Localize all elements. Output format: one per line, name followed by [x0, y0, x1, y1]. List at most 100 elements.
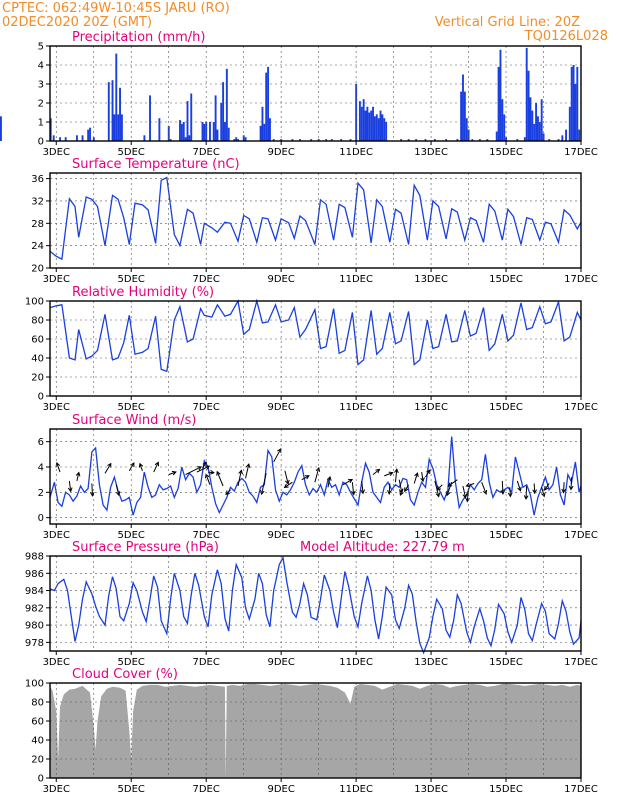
wind-arrow — [202, 462, 207, 469]
temperature-title: Surface Temperature (nC) — [72, 157, 240, 172]
precip-ytick-label: 0 — [38, 137, 44, 148]
cloud-ytick-label: 100 — [25, 679, 44, 690]
wind-arrow — [533, 483, 536, 494]
wind-arrow-head — [315, 466, 321, 472]
precip-bar — [370, 110, 373, 141]
precip-bar — [415, 139, 418, 141]
wind-arrow — [398, 479, 403, 493]
precip-bar — [212, 122, 215, 141]
precip-xtick-label: 13DEC — [414, 147, 448, 158]
rh-xtick-label: 13DEC — [414, 402, 448, 413]
temp-ytick-label: 32 — [31, 196, 44, 207]
precip-bar — [565, 129, 568, 141]
wind-arrow-head — [388, 471, 394, 477]
panel-precipitation: Precipitation (mm/h) 3DEC 5DEC 7DEC 9DEC 11D… — [0, 30, 598, 158]
wind-arrow-head — [283, 483, 289, 488]
precip-bar — [291, 139, 294, 141]
wind-arrow-head — [130, 462, 135, 468]
precip-bar — [478, 139, 481, 141]
wind-ytick-label: 2 — [38, 488, 44, 499]
precip-ytick-label: 2 — [38, 99, 44, 110]
wind-arrow-head — [304, 475, 310, 480]
wind-arrow — [196, 465, 210, 473]
precip-bar — [244, 137, 247, 141]
wind-arrow-head — [414, 472, 419, 478]
precip-bar — [310, 139, 313, 141]
precip-bar — [269, 118, 271, 141]
precip-bar — [465, 118, 468, 141]
pressure-xtick-label: 5DEC — [118, 657, 145, 668]
wind-arrow — [462, 485, 467, 498]
wind-arrow — [237, 470, 242, 487]
precip-bar — [574, 84, 577, 141]
precip-bar — [505, 137, 508, 141]
wind-arrow — [544, 483, 550, 491]
wind-arrow-head — [115, 491, 121, 497]
panel-cloud-cover: Cloud Cover (%) 3DEC 5DEC 7DEC 9DEC 11DEC 13D… — [25, 667, 598, 795]
precip-bar — [280, 139, 283, 141]
wind-arrow — [261, 473, 267, 495]
wind-arrow-head — [375, 468, 381, 474]
precip-bar — [216, 129, 219, 141]
wind-arrow — [115, 484, 120, 496]
precip-bar — [214, 95, 217, 141]
precip-bar — [272, 139, 275, 141]
precip-bar — [540, 99, 543, 141]
precip-bar — [190, 93, 193, 141]
rh-ytick-label: 20 — [31, 373, 44, 384]
wind-arrow — [372, 469, 380, 475]
temp-ytick-label: 28 — [31, 219, 44, 230]
wind-xtick-label: 9DEC — [267, 530, 294, 541]
wind-arrow — [314, 467, 320, 483]
wind-xtick-label: 17DEC — [564, 530, 598, 541]
wind-arrow-head — [523, 495, 529, 501]
precip-bar — [501, 99, 504, 141]
cloud-xtick-label: 5DEC — [118, 784, 145, 795]
precip-bar — [424, 139, 427, 141]
panel-wind: Surface Wind (m/s) 3DEC 5DEC 7DEC 9DEC 11DEC… — [38, 413, 598, 541]
precip-bar — [499, 49, 502, 141]
precip-bar — [263, 123, 266, 141]
cloud-xtick-label: 11DEC — [339, 784, 373, 795]
wind-arrow — [56, 462, 61, 473]
rh-series-line — [49, 298, 582, 373]
precip-ytick-label: 1 — [38, 118, 44, 129]
wind-arrow — [327, 476, 331, 488]
precip-bar — [107, 82, 110, 141]
precip-bar — [368, 112, 371, 141]
precip-bar — [366, 106, 369, 141]
pressure-xtick-label: 11DEC — [339, 657, 373, 668]
pressure-frame — [49, 555, 582, 652]
temp-xtick-label: 3DEC — [43, 274, 70, 285]
precip-bar — [383, 118, 386, 141]
precip-bar — [462, 74, 464, 141]
rh-xtick-label: 11DEC — [339, 402, 373, 413]
header-station: CPTEC: 062:49W-10:45S JARU (RO) — [2, 1, 230, 16]
temp-xtick-label: 15DEC — [489, 274, 523, 285]
wind-xtick-label: 5DEC — [118, 530, 145, 541]
cloud-xtick-label: 7DEC — [192, 784, 219, 795]
wind-ytick-label: 6 — [38, 437, 44, 448]
precip-bar — [261, 106, 264, 141]
precip-bar — [572, 65, 575, 141]
precip-xtick-label: 15DEC — [489, 147, 523, 158]
precip-bar — [471, 139, 474, 141]
precip-bar — [167, 125, 170, 141]
wind-arrow-head — [107, 462, 112, 468]
precip-bar — [433, 139, 436, 141]
wind-arrow — [436, 484, 443, 491]
wind-arrow — [273, 448, 282, 463]
precip-bar — [570, 66, 573, 141]
wind-arrow — [570, 477, 573, 490]
precip-bar — [143, 135, 146, 141]
wind-arrow — [516, 480, 522, 491]
wind-arrow-head — [260, 490, 265, 496]
pressure-xtick-label: 13DEC — [414, 657, 448, 668]
rh-xtick-label: 5DEC — [118, 402, 145, 413]
wind-arrow — [425, 469, 431, 478]
precip-bar — [259, 125, 262, 141]
precip-xtick-label: 11DEC — [339, 147, 373, 158]
rh-xtick-label: 15DEC — [489, 402, 523, 413]
precip-bar — [536, 116, 539, 141]
cloud-cover-title: Cloud Cover (%) — [72, 667, 178, 682]
